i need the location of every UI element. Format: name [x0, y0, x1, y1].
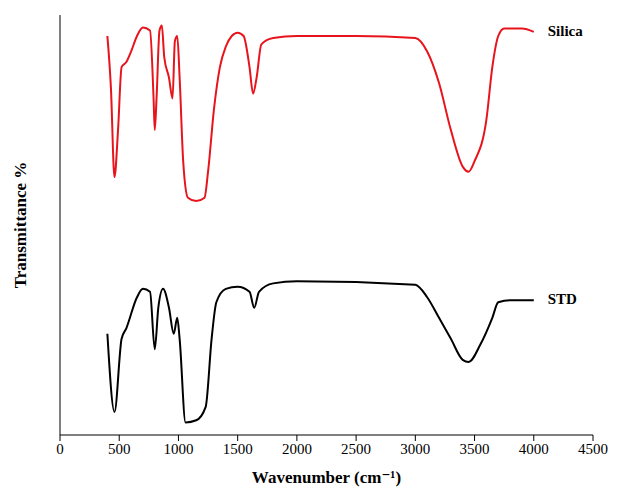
svg-text:1000: 1000	[163, 441, 193, 457]
svg-text:Wavenumber (cm⁻¹): Wavenumber (cm⁻¹)	[252, 468, 401, 487]
svg-text:4500: 4500	[578, 441, 608, 457]
svg-text:Silica: Silica	[548, 23, 584, 39]
svg-text:Transmittance %: Transmittance %	[11, 162, 30, 289]
svg-text:0: 0	[56, 441, 64, 457]
svg-text:2500: 2500	[341, 441, 371, 457]
svg-text:1500: 1500	[223, 441, 253, 457]
svg-text:2000: 2000	[282, 441, 312, 457]
svg-text:4000: 4000	[519, 441, 549, 457]
svg-text:STD: STD	[548, 291, 577, 307]
svg-text:500: 500	[108, 441, 131, 457]
svg-text:3000: 3000	[400, 441, 430, 457]
svg-text:3500: 3500	[460, 441, 490, 457]
